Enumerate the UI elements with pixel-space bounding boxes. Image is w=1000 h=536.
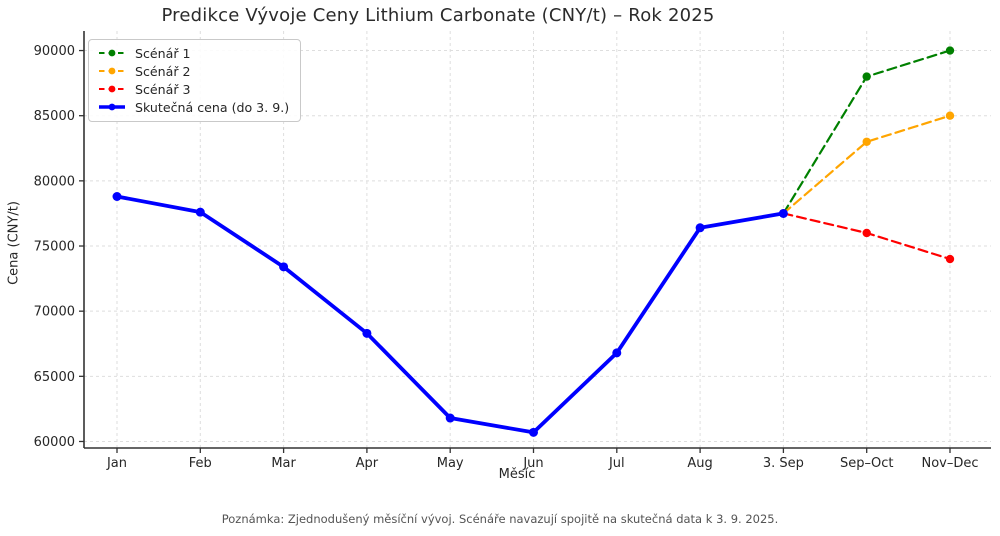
x-tick-label: Apr <box>356 456 379 471</box>
y-tick-label: 80000 <box>34 174 75 189</box>
data-point-marker <box>862 228 871 238</box>
data-point-marker <box>612 348 622 358</box>
data-point-marker <box>445 413 455 423</box>
legend-line-sample <box>99 85 125 93</box>
x-tick-label: Nov–Dec <box>921 456 978 471</box>
data-point-marker <box>279 262 289 272</box>
y-tick-label: 60000 <box>34 435 75 450</box>
data-point-marker <box>112 191 122 201</box>
x-tick-label: Mar <box>271 456 296 471</box>
legend-label: Skutečná cena (do 3. 9.) <box>135 99 290 115</box>
x-tick-label: 3. Sep <box>763 456 804 471</box>
legend-line-sample <box>99 49 125 57</box>
legend-item-4: Skutečná cena (do 3. 9.) <box>97 99 289 115</box>
legend-item-1: Scénář 1 <box>97 45 289 61</box>
series-line-2 <box>782 114 952 215</box>
legend-item-3: Scénář 3 <box>97 81 289 97</box>
x-tick-label: May <box>437 456 464 471</box>
legend-label: Scénář 1 <box>135 45 191 61</box>
legend-line-sample <box>99 103 125 111</box>
x-tick-label: Sep–Oct <box>840 456 893 471</box>
chart-title: Predikce Vývoje Ceny Lithium Carbonate (… <box>161 5 715 26</box>
data-point-marker <box>862 137 871 146</box>
y-tick-label: 75000 <box>34 240 75 255</box>
data-point-marker <box>529 427 538 437</box>
data-point-marker <box>945 46 955 55</box>
data-point-marker <box>195 207 205 217</box>
legend: Scénář 1 Scénář 2 Scénář 3 Skutečná cena (d… <box>88 39 302 122</box>
data-point-marker <box>945 254 955 264</box>
footnote: Poznámka: Zjednodušený měsíční vývoj. Sc… <box>221 512 779 526</box>
legend-sample-marker <box>108 49 116 57</box>
y-tick-label: 85000 <box>34 109 75 124</box>
legend-sample-marker <box>108 67 116 75</box>
x-tick-label: Jul <box>608 456 625 471</box>
legend-label: Scénář 2 <box>135 63 191 79</box>
legend-line-sample <box>99 67 125 75</box>
legend-sample-marker <box>108 103 116 111</box>
data-point-marker <box>778 208 788 218</box>
data-point-marker <box>695 223 705 233</box>
legend-sample-marker <box>108 85 116 93</box>
x-axis-label: Měsíc <box>498 467 536 482</box>
data-point-marker <box>362 328 372 338</box>
x-tick-label: Jun <box>522 456 543 471</box>
x-tick-label: Jan <box>106 456 127 471</box>
y-tick-label: 70000 <box>34 305 75 320</box>
data-point-marker <box>945 111 955 120</box>
data-point-marker <box>862 72 871 81</box>
x-tick-label: Feb <box>189 456 212 471</box>
y-tick-label: 90000 <box>34 44 75 59</box>
legend-item-2: Scénář 2 <box>97 63 289 79</box>
legend-label: Scénář 3 <box>135 81 191 97</box>
y-tick-label: 65000 <box>34 370 75 385</box>
x-tick-label: Aug <box>687 456 712 471</box>
